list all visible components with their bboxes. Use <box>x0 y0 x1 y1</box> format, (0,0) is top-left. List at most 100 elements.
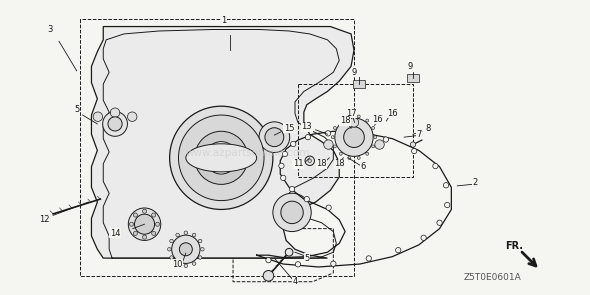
Bar <box>353 80 365 88</box>
Bar <box>407 74 419 82</box>
Text: 18: 18 <box>340 117 350 125</box>
Circle shape <box>130 222 134 226</box>
Circle shape <box>168 248 171 251</box>
Circle shape <box>281 175 286 181</box>
Text: 13: 13 <box>301 122 312 131</box>
Circle shape <box>279 163 284 168</box>
Text: 7: 7 <box>416 130 422 139</box>
Circle shape <box>324 140 333 149</box>
Circle shape <box>135 214 155 234</box>
Circle shape <box>354 131 359 136</box>
Circle shape <box>411 142 415 147</box>
Text: 3: 3 <box>47 25 53 34</box>
Circle shape <box>444 183 448 188</box>
Circle shape <box>375 140 384 149</box>
Circle shape <box>411 148 417 154</box>
Circle shape <box>176 233 179 237</box>
Text: 14: 14 <box>110 229 120 237</box>
Circle shape <box>205 142 237 174</box>
Circle shape <box>143 209 146 213</box>
Circle shape <box>263 271 274 281</box>
Circle shape <box>366 256 372 261</box>
Circle shape <box>296 262 300 267</box>
Circle shape <box>152 213 156 217</box>
Text: 2: 2 <box>473 178 477 187</box>
Circle shape <box>266 258 271 263</box>
Circle shape <box>374 136 377 139</box>
Text: 5: 5 <box>304 254 309 263</box>
Polygon shape <box>91 27 354 258</box>
Circle shape <box>384 137 388 142</box>
Circle shape <box>192 233 196 237</box>
Circle shape <box>127 112 137 122</box>
Circle shape <box>330 261 336 266</box>
Text: 15: 15 <box>284 124 294 133</box>
Circle shape <box>184 231 188 235</box>
Circle shape <box>358 156 360 159</box>
Circle shape <box>143 235 146 239</box>
Circle shape <box>349 118 359 127</box>
Circle shape <box>306 135 310 140</box>
Circle shape <box>133 231 137 235</box>
Circle shape <box>326 131 330 136</box>
Circle shape <box>156 222 159 226</box>
Circle shape <box>421 235 426 240</box>
Text: 4: 4 <box>293 277 297 286</box>
Circle shape <box>201 248 204 251</box>
Text: 9: 9 <box>408 62 412 71</box>
Text: FR.: FR. <box>505 241 523 251</box>
Circle shape <box>366 119 369 122</box>
Circle shape <box>372 127 375 130</box>
Text: 1: 1 <box>222 16 227 25</box>
Circle shape <box>179 243 192 256</box>
Circle shape <box>192 262 196 265</box>
Circle shape <box>333 145 336 148</box>
Circle shape <box>339 152 342 155</box>
Circle shape <box>133 213 137 217</box>
Circle shape <box>170 256 173 259</box>
Circle shape <box>93 112 103 122</box>
Circle shape <box>348 156 350 159</box>
Circle shape <box>305 156 314 165</box>
Circle shape <box>437 220 442 225</box>
Circle shape <box>129 208 160 240</box>
Circle shape <box>184 264 188 268</box>
Circle shape <box>304 196 309 202</box>
Circle shape <box>172 235 200 263</box>
Circle shape <box>348 115 350 118</box>
Circle shape <box>433 163 438 169</box>
Circle shape <box>372 145 375 148</box>
Circle shape <box>291 141 296 147</box>
Circle shape <box>170 239 173 243</box>
Circle shape <box>198 239 202 243</box>
Text: 6: 6 <box>360 162 366 171</box>
Text: 8: 8 <box>425 124 431 133</box>
Circle shape <box>195 131 248 184</box>
Circle shape <box>176 262 179 265</box>
Text: Z5T0E0601A: Z5T0E0601A <box>464 273 522 282</box>
Circle shape <box>108 117 122 131</box>
Circle shape <box>445 202 450 208</box>
Circle shape <box>103 112 127 136</box>
Circle shape <box>286 248 293 256</box>
Circle shape <box>152 231 156 235</box>
Text: 10: 10 <box>172 260 182 268</box>
Bar <box>298 84 413 177</box>
Circle shape <box>273 193 312 232</box>
Circle shape <box>358 115 360 118</box>
Text: 18: 18 <box>316 159 327 168</box>
Circle shape <box>326 205 332 210</box>
Text: 5: 5 <box>74 105 79 114</box>
Text: 18: 18 <box>334 159 345 168</box>
Circle shape <box>339 119 342 122</box>
Text: 16: 16 <box>387 109 398 118</box>
Circle shape <box>366 152 369 155</box>
Circle shape <box>265 128 284 147</box>
Text: 16: 16 <box>372 115 383 124</box>
Text: 11: 11 <box>293 159 303 168</box>
Circle shape <box>335 118 373 156</box>
Circle shape <box>259 122 290 153</box>
Circle shape <box>333 127 336 130</box>
Text: 12: 12 <box>39 215 50 224</box>
Ellipse shape <box>186 144 257 172</box>
